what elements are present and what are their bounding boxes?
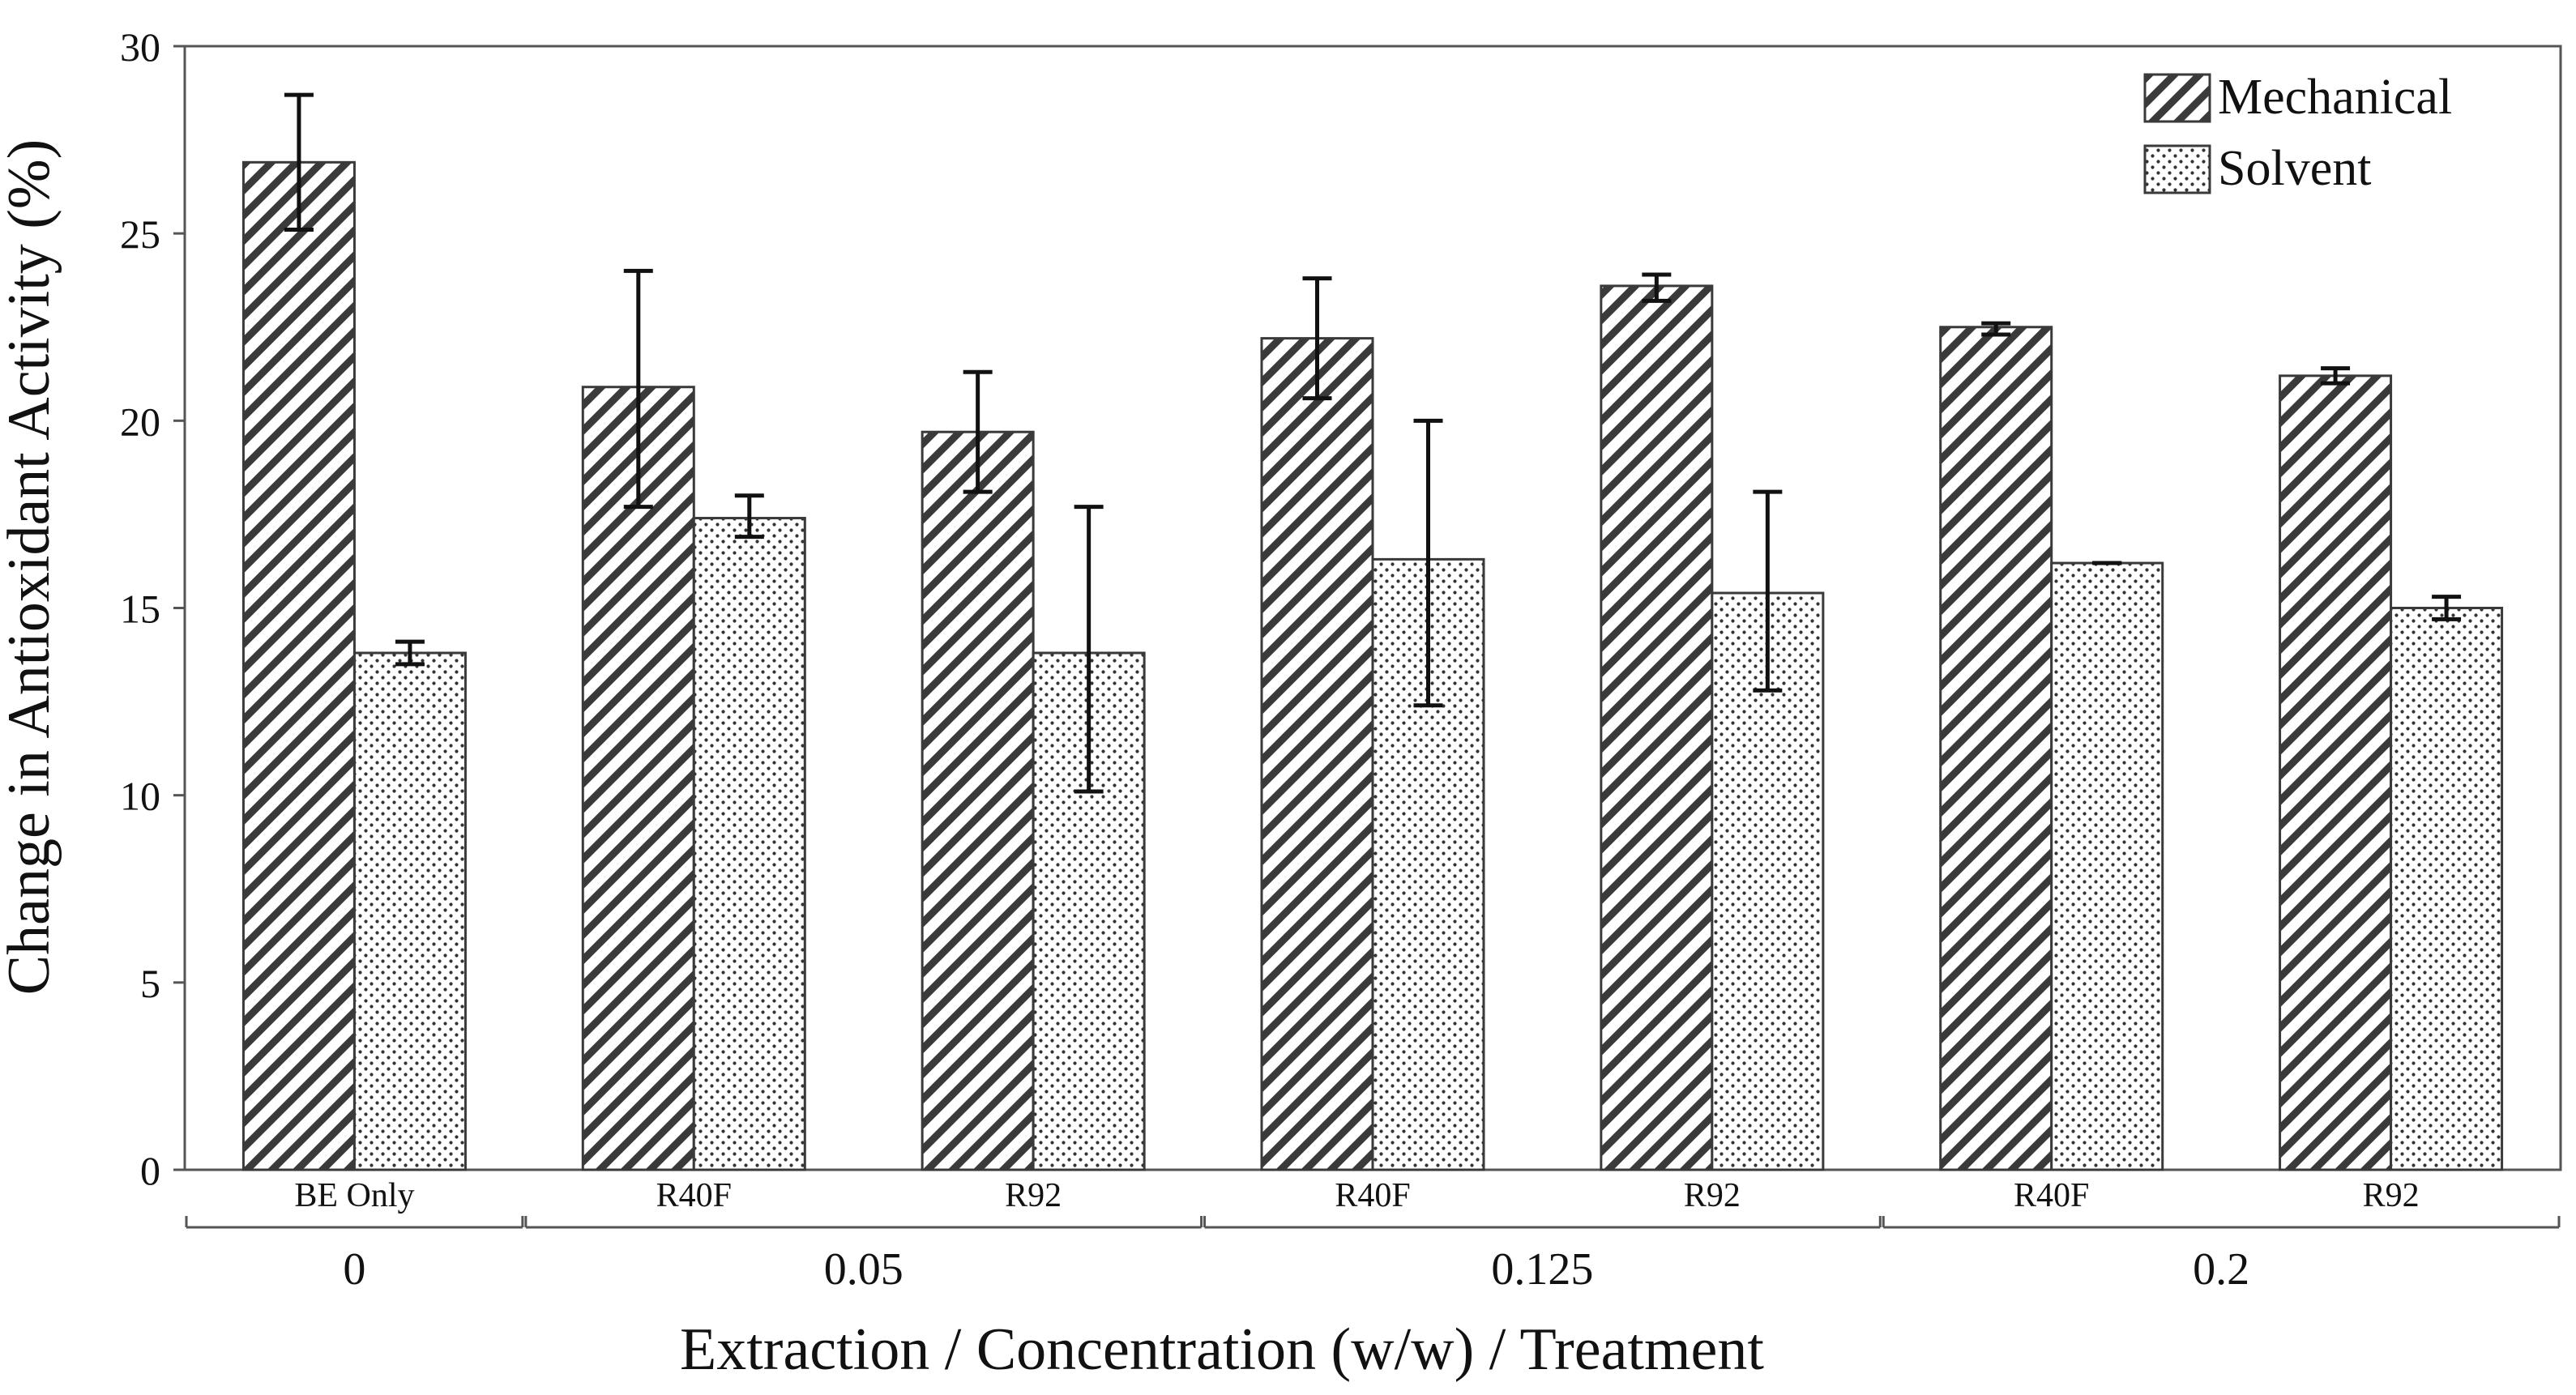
legend-label: Solvent [2218,141,2371,196]
mechanical-bar [921,430,1035,1171]
x-axis-label: Extraction / Concentration (w/w) / Treat… [680,1316,1764,1383]
category-label: R92 [1684,1177,1741,1214]
y-tick-label: 25 [120,211,160,257]
mechanical-bar [1939,326,2053,1171]
solvent-legend-swatch [2143,144,2211,194]
y-axis-label: Change in Antioxidant Activity (%) [0,139,62,995]
solvent-bar [2050,561,2164,1171]
category-label: R40F [656,1177,732,1214]
mechanical-legend-swatch [2143,73,2211,123]
group-label: 0.05 [824,1244,904,1295]
y-tick-label: 10 [120,774,160,819]
y-tick-label: 5 [140,961,160,1006]
group-label: 0.2 [2193,1244,2249,1295]
solvent-bar [352,651,467,1171]
group-label: 0 [343,1244,365,1295]
mechanical-bar [1260,337,1374,1171]
mechanical-bar [1600,284,1714,1171]
y-tick-label: 20 [120,399,160,444]
mechanical-bar [241,160,356,1171]
group-label: 0.125 [1491,1244,1593,1295]
y-tick-label: 0 [140,1148,160,1193]
category-label: R40F [1335,1177,1410,1214]
category-label: R40F [2014,1177,2089,1214]
solvent-bar [2390,607,2504,1171]
solvent-bar [692,517,806,1171]
mechanical-bar [2279,374,2393,1171]
y-tick-label: 30 [120,24,160,70]
category-label: BE Only [294,1177,414,1214]
y-tick-label: 15 [120,587,160,632]
category-label: R92 [1005,1177,1062,1214]
category-label: R92 [2363,1177,2420,1214]
legend-label: Mechanical [2218,70,2452,125]
